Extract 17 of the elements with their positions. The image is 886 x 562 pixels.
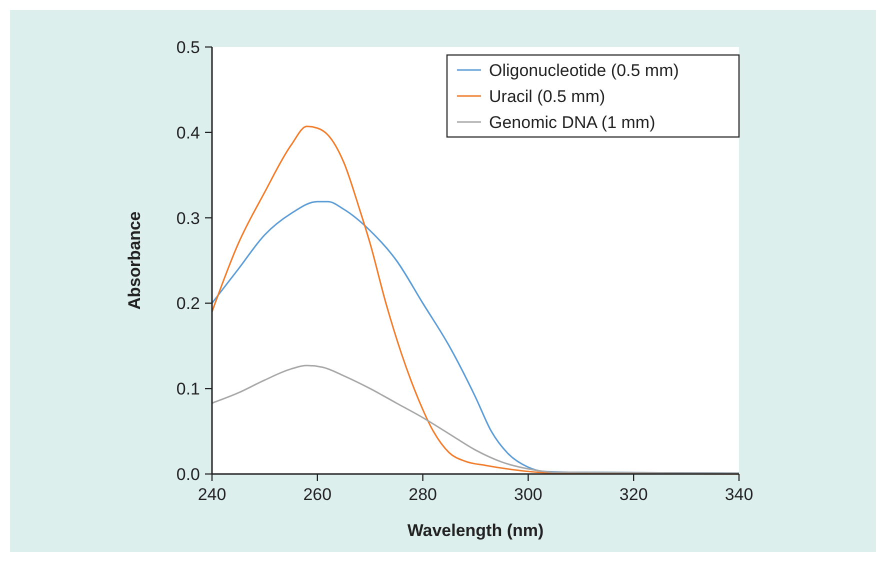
- legend-label: Oligonucleotide (0.5 mm): [489, 60, 679, 80]
- x-tick-label: 340: [724, 485, 754, 504]
- x-tick-label: 300: [514, 485, 542, 504]
- y-tick-label: 0.4: [176, 123, 200, 142]
- x-tick-label: 320: [619, 485, 648, 504]
- y-axis-title: Absorbance: [125, 211, 144, 310]
- y-tick-label: 0.2: [176, 294, 200, 314]
- y-tick-label: 0.0: [176, 464, 200, 484]
- y-tick-label: 0.5: [176, 38, 200, 57]
- x-axis-title: Wavelength (nm): [407, 521, 544, 540]
- x-tick-label: 260: [303, 485, 332, 504]
- y-tick-label: 0.1: [176, 380, 200, 399]
- x-tick-label: 280: [408, 485, 437, 504]
- legend-label: Genomic DNA (1 mm): [489, 112, 656, 132]
- y-tick-label: 0.3: [176, 208, 200, 228]
- legend-label: Uracil (0.5 mm): [489, 86, 606, 106]
- x-tick-label: 240: [198, 485, 226, 504]
